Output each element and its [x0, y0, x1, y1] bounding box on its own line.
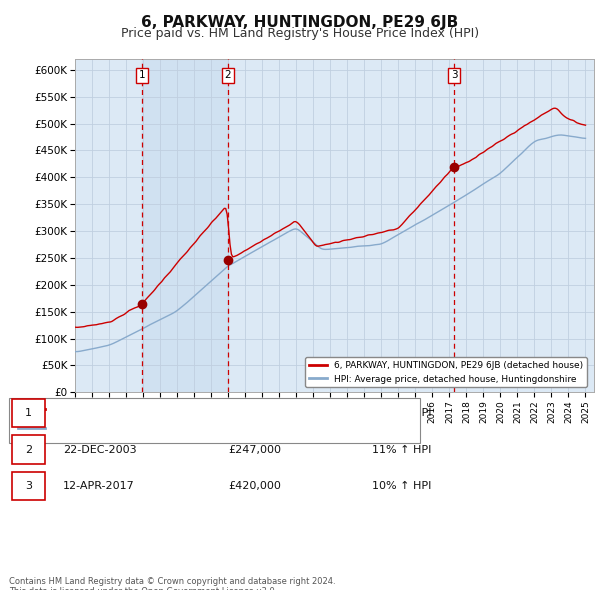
Text: 1: 1	[139, 70, 145, 80]
Text: 3: 3	[25, 481, 32, 491]
Text: 12-APR-2017: 12-APR-2017	[63, 481, 135, 491]
Text: HPI: Average price, detached house, Huntingdonshire: HPI: Average price, detached house, Hunt…	[49, 423, 311, 432]
Text: 25-NOV-1998: 25-NOV-1998	[63, 408, 137, 418]
Text: 3: 3	[451, 70, 457, 80]
Text: £164,995: £164,995	[228, 408, 281, 418]
Text: Price paid vs. HM Land Registry's House Price Index (HPI): Price paid vs. HM Land Registry's House …	[121, 27, 479, 40]
Legend: 6, PARKWAY, HUNTINGDON, PE29 6JB (detached house), HPI: Average price, detached : 6, PARKWAY, HUNTINGDON, PE29 6JB (detach…	[305, 358, 587, 387]
Text: 59% ↑ HPI: 59% ↑ HPI	[372, 408, 431, 418]
Text: 2: 2	[224, 70, 231, 80]
Text: 1: 1	[25, 408, 32, 418]
Bar	[142, 59, 228, 392]
Text: Contains HM Land Registry data © Crown copyright and database right 2024.
This d: Contains HM Land Registry data © Crown c…	[9, 577, 335, 590]
Text: 11% ↑ HPI: 11% ↑ HPI	[372, 445, 431, 454]
Text: 6, PARKWAY, HUNTINGDON, PE29 6JB: 6, PARKWAY, HUNTINGDON, PE29 6JB	[142, 15, 458, 30]
Text: 10% ↑ HPI: 10% ↑ HPI	[372, 481, 431, 491]
Text: £247,000: £247,000	[228, 445, 281, 454]
Text: 6, PARKWAY, HUNTINGDON, PE29 6JB (detached house): 6, PARKWAY, HUNTINGDON, PE29 6JB (detach…	[49, 404, 320, 414]
Text: £420,000: £420,000	[228, 481, 281, 491]
Text: 2: 2	[25, 445, 32, 454]
Text: 22-DEC-2003: 22-DEC-2003	[63, 445, 137, 454]
